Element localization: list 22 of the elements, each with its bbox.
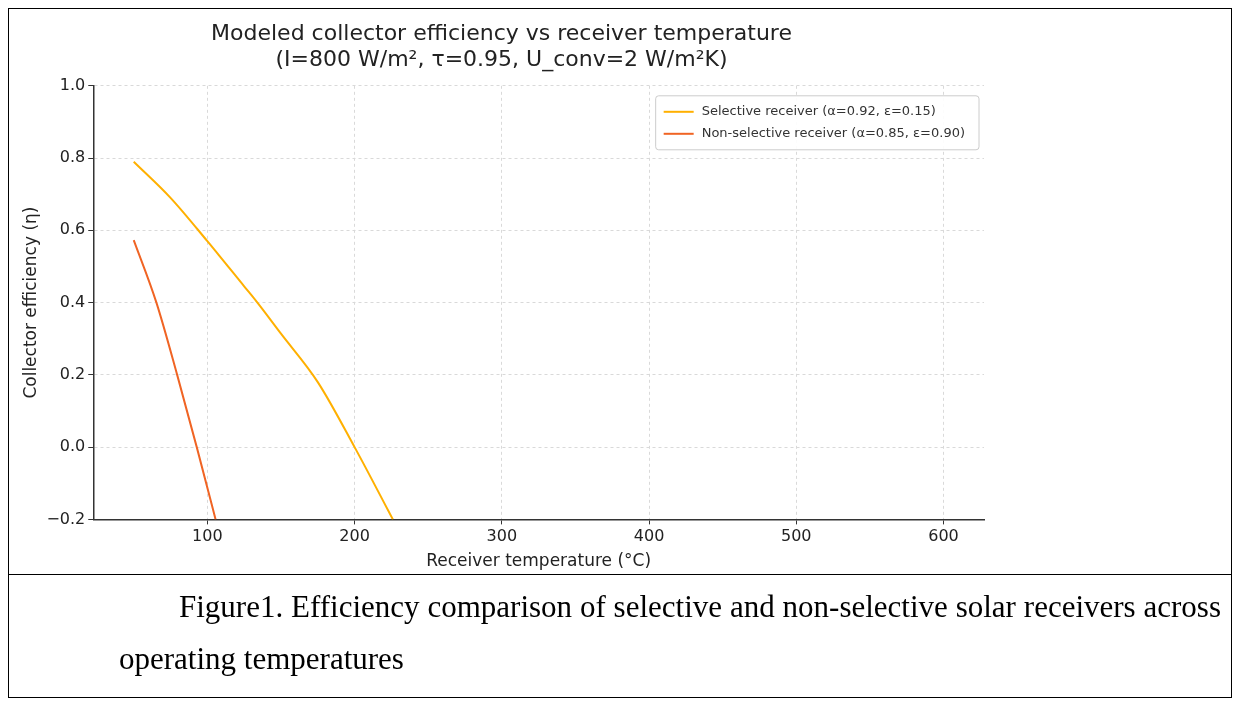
y-tick-label: 0.4: [59, 291, 86, 311]
x-axis-title: Receiver temperature (°C): [426, 550, 652, 571]
x-tick-label: 100: [192, 526, 223, 546]
y-axis-title: Collector efficiency (η): [19, 206, 40, 399]
line-series: [132, 160, 394, 520]
x-tick-label: 200: [339, 526, 370, 546]
y-tick-label: 0.8: [59, 147, 86, 167]
chart-subtitle: (I=800 W/m², τ=0.95, U_conv=2 W/m²K): [275, 46, 728, 73]
line-series: [132, 239, 217, 520]
y-tick-label: 1.0: [59, 74, 86, 94]
x-tick-label: 300: [486, 526, 518, 546]
y-tick-label: 0.6: [59, 219, 86, 239]
legend-label: Selective receiver (α=0.92, ε=0.15): [701, 103, 936, 119]
y-tick-label: −0.2: [46, 508, 86, 528]
x-tick-label: 500: [781, 526, 812, 546]
x-tick-label: 400: [633, 526, 665, 546]
legend-label: Non-selective receiver (α=0.85, ε=0.90): [701, 125, 966, 141]
y-tick-label: 0.2: [59, 364, 86, 384]
y-tick-label: 0.0: [59, 436, 86, 456]
chart-title: Modeled collector efficiency vs receiver temperature: [211, 19, 792, 45]
x-tick-label: 600: [928, 526, 959, 546]
caption: Figure1. Efficiency comparison of selective and non-selective solar receivers across operating temperatures: [119, 589, 1221, 676]
